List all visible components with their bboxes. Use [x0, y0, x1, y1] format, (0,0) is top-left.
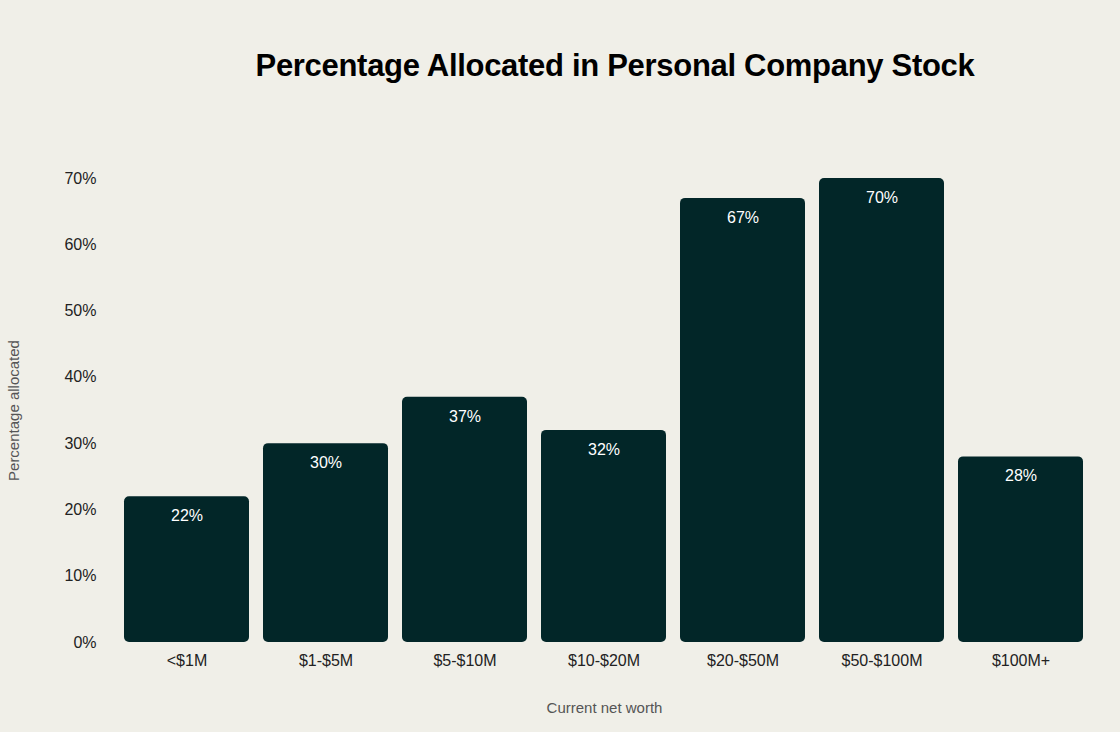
- svg-text:20%: 20%: [64, 501, 96, 518]
- svg-text:Current net worth: Current net worth: [547, 699, 663, 716]
- svg-text:70%: 70%: [64, 170, 96, 187]
- html-text:Percentage Allocated in Person: Percentage Allocated in Personal Company…: [255, 48, 975, 83]
- svg-text:10%: 10%: [64, 567, 96, 584]
- svg-text:32%: 32%: [588, 441, 620, 458]
- svg-text:30%: 30%: [310, 454, 342, 471]
- svg-text:30%: 30%: [64, 435, 96, 452]
- svg-text:50%: 50%: [64, 302, 96, 319]
- svg-text:0%: 0%: [73, 634, 96, 651]
- svg-text:$50-$100M: $50-$100M: [842, 652, 923, 669]
- svg-text:$20-$50M: $20-$50M: [707, 652, 779, 669]
- svg-text:<$1M: <$1M: [167, 652, 207, 669]
- svg-text:$100M+: $100M+: [992, 652, 1050, 669]
- svg-text:$10-$20M: $10-$20M: [568, 652, 640, 669]
- svg-text:37%: 37%: [449, 408, 481, 425]
- svg-text:Percentage allocated: Percentage allocated: [5, 340, 22, 481]
- svg-text:67%: 67%: [727, 209, 759, 226]
- svg-text:70%: 70%: [866, 189, 898, 206]
- svg-text:28%: 28%: [1005, 467, 1037, 484]
- svg-text:60%: 60%: [64, 236, 96, 253]
- svg-text:$1-$5M: $1-$5M: [299, 652, 353, 669]
- svg-text:$5-$10M: $5-$10M: [433, 652, 496, 669]
- svg-text:40%: 40%: [64, 368, 96, 385]
- svg-text:22%: 22%: [171, 507, 203, 524]
